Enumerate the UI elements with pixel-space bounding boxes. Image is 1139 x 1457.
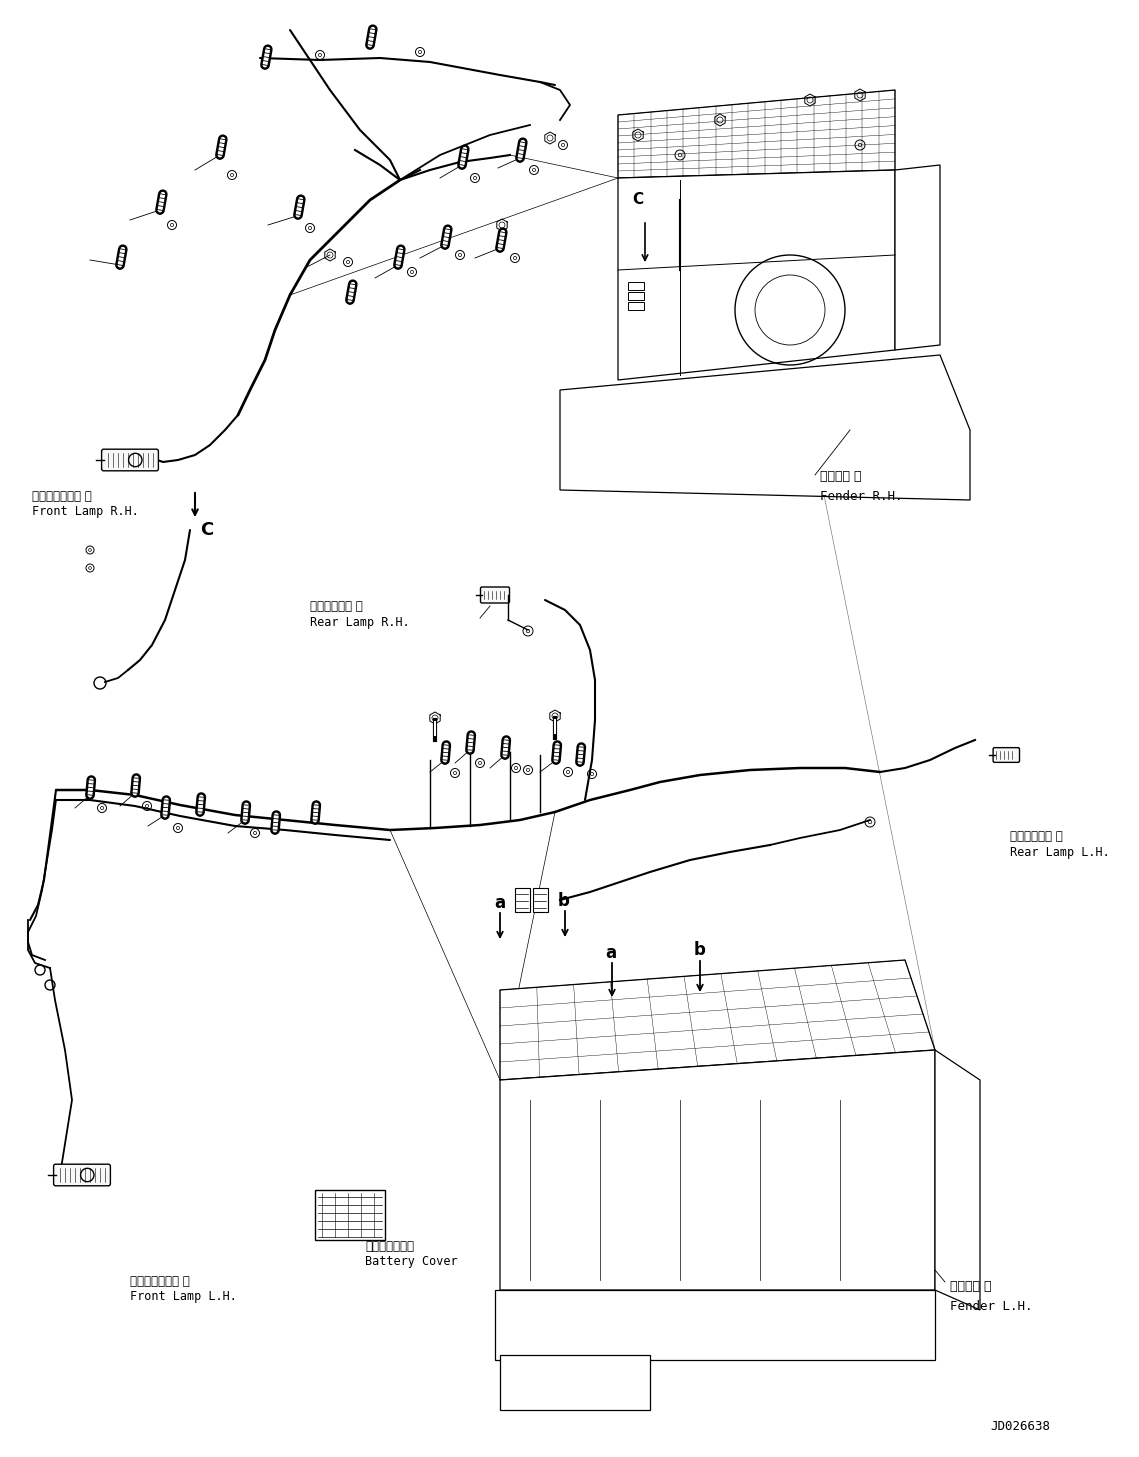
Text: Fender L.H.: Fender L.H. (950, 1300, 1032, 1313)
Text: Fender R.H.: Fender R.H. (820, 490, 902, 503)
Text: フロントランプ 右: フロントランプ 右 (32, 490, 92, 503)
Text: C: C (632, 192, 644, 207)
Text: フェンダ 左: フェンダ 左 (950, 1281, 992, 1292)
Text: フロントランプ 左: フロントランプ 左 (130, 1275, 190, 1288)
Bar (533, 887, 548, 912)
Polygon shape (618, 170, 895, 380)
Text: リヤーランプ 左: リヤーランプ 左 (1010, 830, 1063, 844)
Polygon shape (618, 90, 895, 178)
Text: b: b (558, 892, 570, 911)
Text: C: C (200, 522, 213, 539)
Text: JD026638: JD026638 (990, 1421, 1050, 1434)
Text: b: b (694, 941, 706, 959)
Text: Front Lamp R.H.: Front Lamp R.H. (32, 506, 139, 519)
FancyBboxPatch shape (101, 449, 158, 471)
Bar (628, 283, 644, 290)
Polygon shape (935, 1050, 980, 1310)
Text: a: a (605, 944, 616, 962)
Polygon shape (560, 356, 970, 500)
Text: Battery Cover: Battery Cover (364, 1254, 458, 1268)
Text: Rear Lamp L.H.: Rear Lamp L.H. (1010, 847, 1109, 860)
FancyBboxPatch shape (481, 587, 509, 603)
Polygon shape (500, 960, 935, 1080)
Polygon shape (495, 1289, 935, 1359)
Bar (628, 291, 644, 300)
Bar (515, 887, 530, 912)
Text: Front Lamp L.H.: Front Lamp L.H. (130, 1289, 237, 1303)
Bar (316, 1190, 385, 1240)
Text: バッテリカバー: バッテリカバー (364, 1240, 413, 1253)
Text: フェンダ 右: フェンダ 右 (820, 471, 861, 484)
Polygon shape (500, 1050, 935, 1289)
FancyBboxPatch shape (993, 747, 1019, 762)
FancyBboxPatch shape (54, 1164, 110, 1186)
Bar (628, 302, 644, 310)
Text: a: a (494, 895, 505, 912)
Polygon shape (895, 165, 940, 350)
Text: Rear Lamp R.H.: Rear Lamp R.H. (310, 616, 410, 629)
Text: リヤーランプ 右: リヤーランプ 右 (310, 600, 362, 613)
Polygon shape (500, 1355, 650, 1410)
